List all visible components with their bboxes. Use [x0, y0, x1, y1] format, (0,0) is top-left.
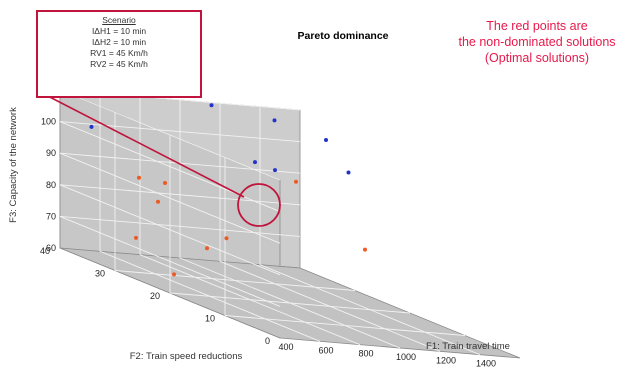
callout-connector — [39, 91, 245, 198]
data-point — [294, 179, 298, 184]
z-tick-label: 80 — [46, 180, 56, 190]
x-tick-label: 800 — [358, 349, 373, 359]
data-point — [224, 236, 229, 241]
callout-line: RV2 = 45 Km/h — [90, 59, 148, 69]
note-line: The red points are — [486, 19, 588, 33]
x-tick-label: 1200 — [436, 355, 456, 365]
x-tick-label: 1000 — [396, 352, 416, 362]
pareto-note: The red points are the non-dominated sol… — [430, 18, 644, 66]
data-point — [253, 160, 257, 165]
data-point — [89, 124, 94, 129]
callout-line: ΙΔΗ2 = 10 min — [91, 37, 147, 47]
data-point — [156, 199, 160, 204]
data-point — [363, 247, 367, 252]
y-tick-label: 40 — [40, 246, 50, 256]
callout-line: ΙΔΗ1 = 10 min — [91, 26, 147, 36]
x-tick-label: 400 — [278, 342, 293, 352]
data-point — [209, 103, 214, 108]
x-tick-label: 1400 — [476, 359, 496, 369]
z-tick-label: 90 — [46, 148, 56, 158]
y-axis-label: F2: Train speed reductions — [130, 351, 243, 362]
data-points — [89, 103, 367, 277]
y-gridline — [169, 292, 411, 314]
data-point — [172, 272, 176, 277]
data-point — [163, 181, 167, 185]
y-tick-label: 10 — [205, 314, 215, 324]
data-point — [346, 170, 351, 175]
highlight-circle — [237, 183, 281, 227]
data-point — [134, 235, 138, 240]
y-gridline — [114, 270, 356, 291]
y-tick-label: 20 — [150, 291, 160, 301]
z-tick-label: 70 — [46, 211, 56, 221]
data-point — [324, 138, 328, 142]
z-tick-label: 60 — [46, 243, 56, 253]
highlight-annotation — [39, 91, 281, 227]
data-point — [137, 175, 141, 180]
z-axis-label: F3: Capacity of the network — [8, 107, 19, 223]
z-tick-label: 100 — [41, 117, 56, 127]
callout-line: RV1 = 45 Km/h — [90, 48, 148, 58]
x-tick-label: 600 — [318, 345, 333, 355]
data-point — [205, 246, 209, 251]
axis-panels — [59, 89, 521, 359]
y-tick-label: 0 — [265, 336, 270, 346]
y-tick-label: 30 — [95, 269, 105, 279]
scenario-callout: Scenario ΙΔΗ1 = 10 min ΙΔΗ2 = 10 min RV1… — [36, 10, 202, 98]
chart-title: Pareto dominance — [297, 30, 388, 42]
x-axis-label: F1: Train travel time — [426, 341, 510, 352]
data-point — [273, 168, 277, 173]
note-line: (Optimal solutions) — [484, 51, 590, 65]
y-gridline — [224, 315, 466, 336]
callout-title: Scenario — [102, 15, 136, 25]
data-point — [272, 118, 277, 123]
note-line: the non-dominated solutions — [458, 35, 616, 49]
